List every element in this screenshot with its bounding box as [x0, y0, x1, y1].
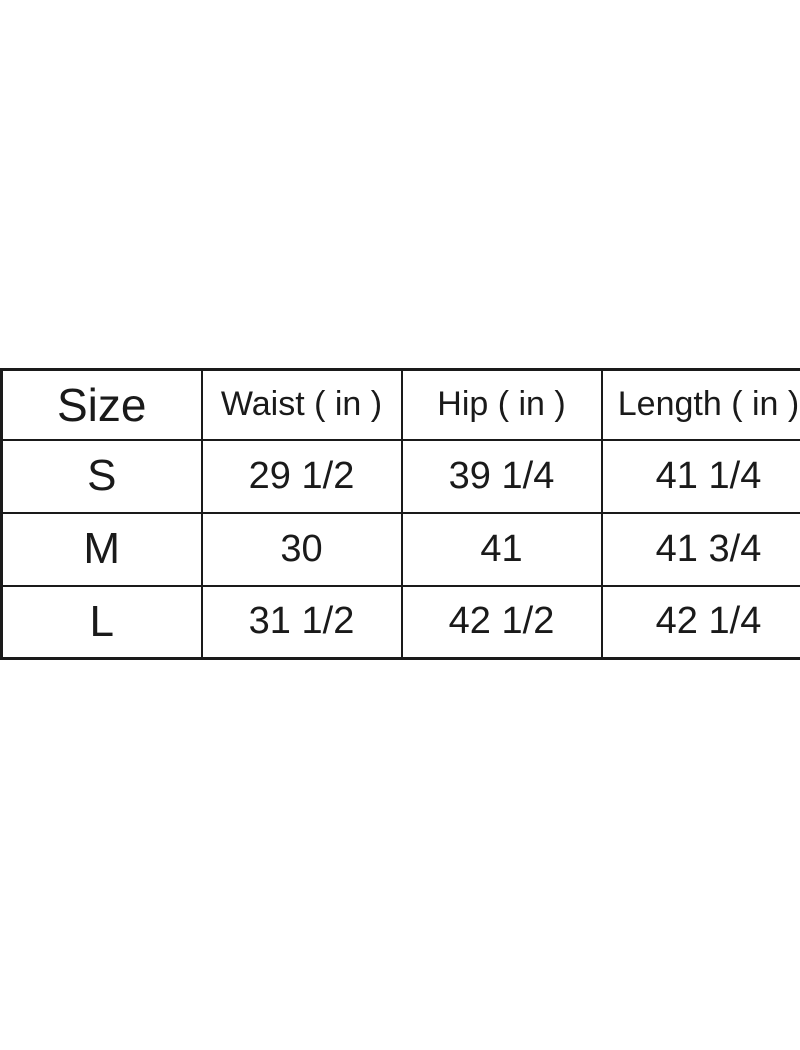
- cell-l-hip: 42 1/2: [400, 584, 603, 660]
- cell-m-hip: 41: [400, 511, 603, 587]
- cell-l-size: L: [0, 584, 203, 660]
- table-row-s: S 29 1/2 39 1/4 41 1/4: [0, 438, 800, 514]
- cell-m-waist: 30: [200, 511, 403, 587]
- cell-l-waist: 31 1/2: [200, 584, 403, 660]
- header-cell-waist: Waist ( in ): [200, 368, 403, 441]
- cell-s-hip: 39 1/4: [400, 438, 603, 514]
- cell-l-length: 42 1/4: [600, 584, 800, 660]
- header-cell-hip: Hip ( in ): [400, 368, 603, 441]
- cell-s-waist: 29 1/2: [200, 438, 403, 514]
- cell-s-size: S: [0, 438, 203, 514]
- header-cell-size: Size: [0, 368, 203, 441]
- table-row-m: M 30 41 41 3/4: [0, 511, 800, 587]
- cell-m-size: M: [0, 511, 203, 587]
- header-row: Size Waist ( in ) Hip ( in ) Length ( in…: [0, 368, 800, 441]
- cell-m-length: 41 3/4: [600, 511, 800, 587]
- table-row-l: L 31 1/2 42 1/2 42 1/4: [0, 584, 800, 660]
- cell-s-length: 41 1/4: [600, 438, 800, 514]
- size-chart-table: Size Waist ( in ) Hip ( in ) Length ( in…: [0, 368, 800, 660]
- header-cell-length: Length ( in ): [600, 368, 800, 441]
